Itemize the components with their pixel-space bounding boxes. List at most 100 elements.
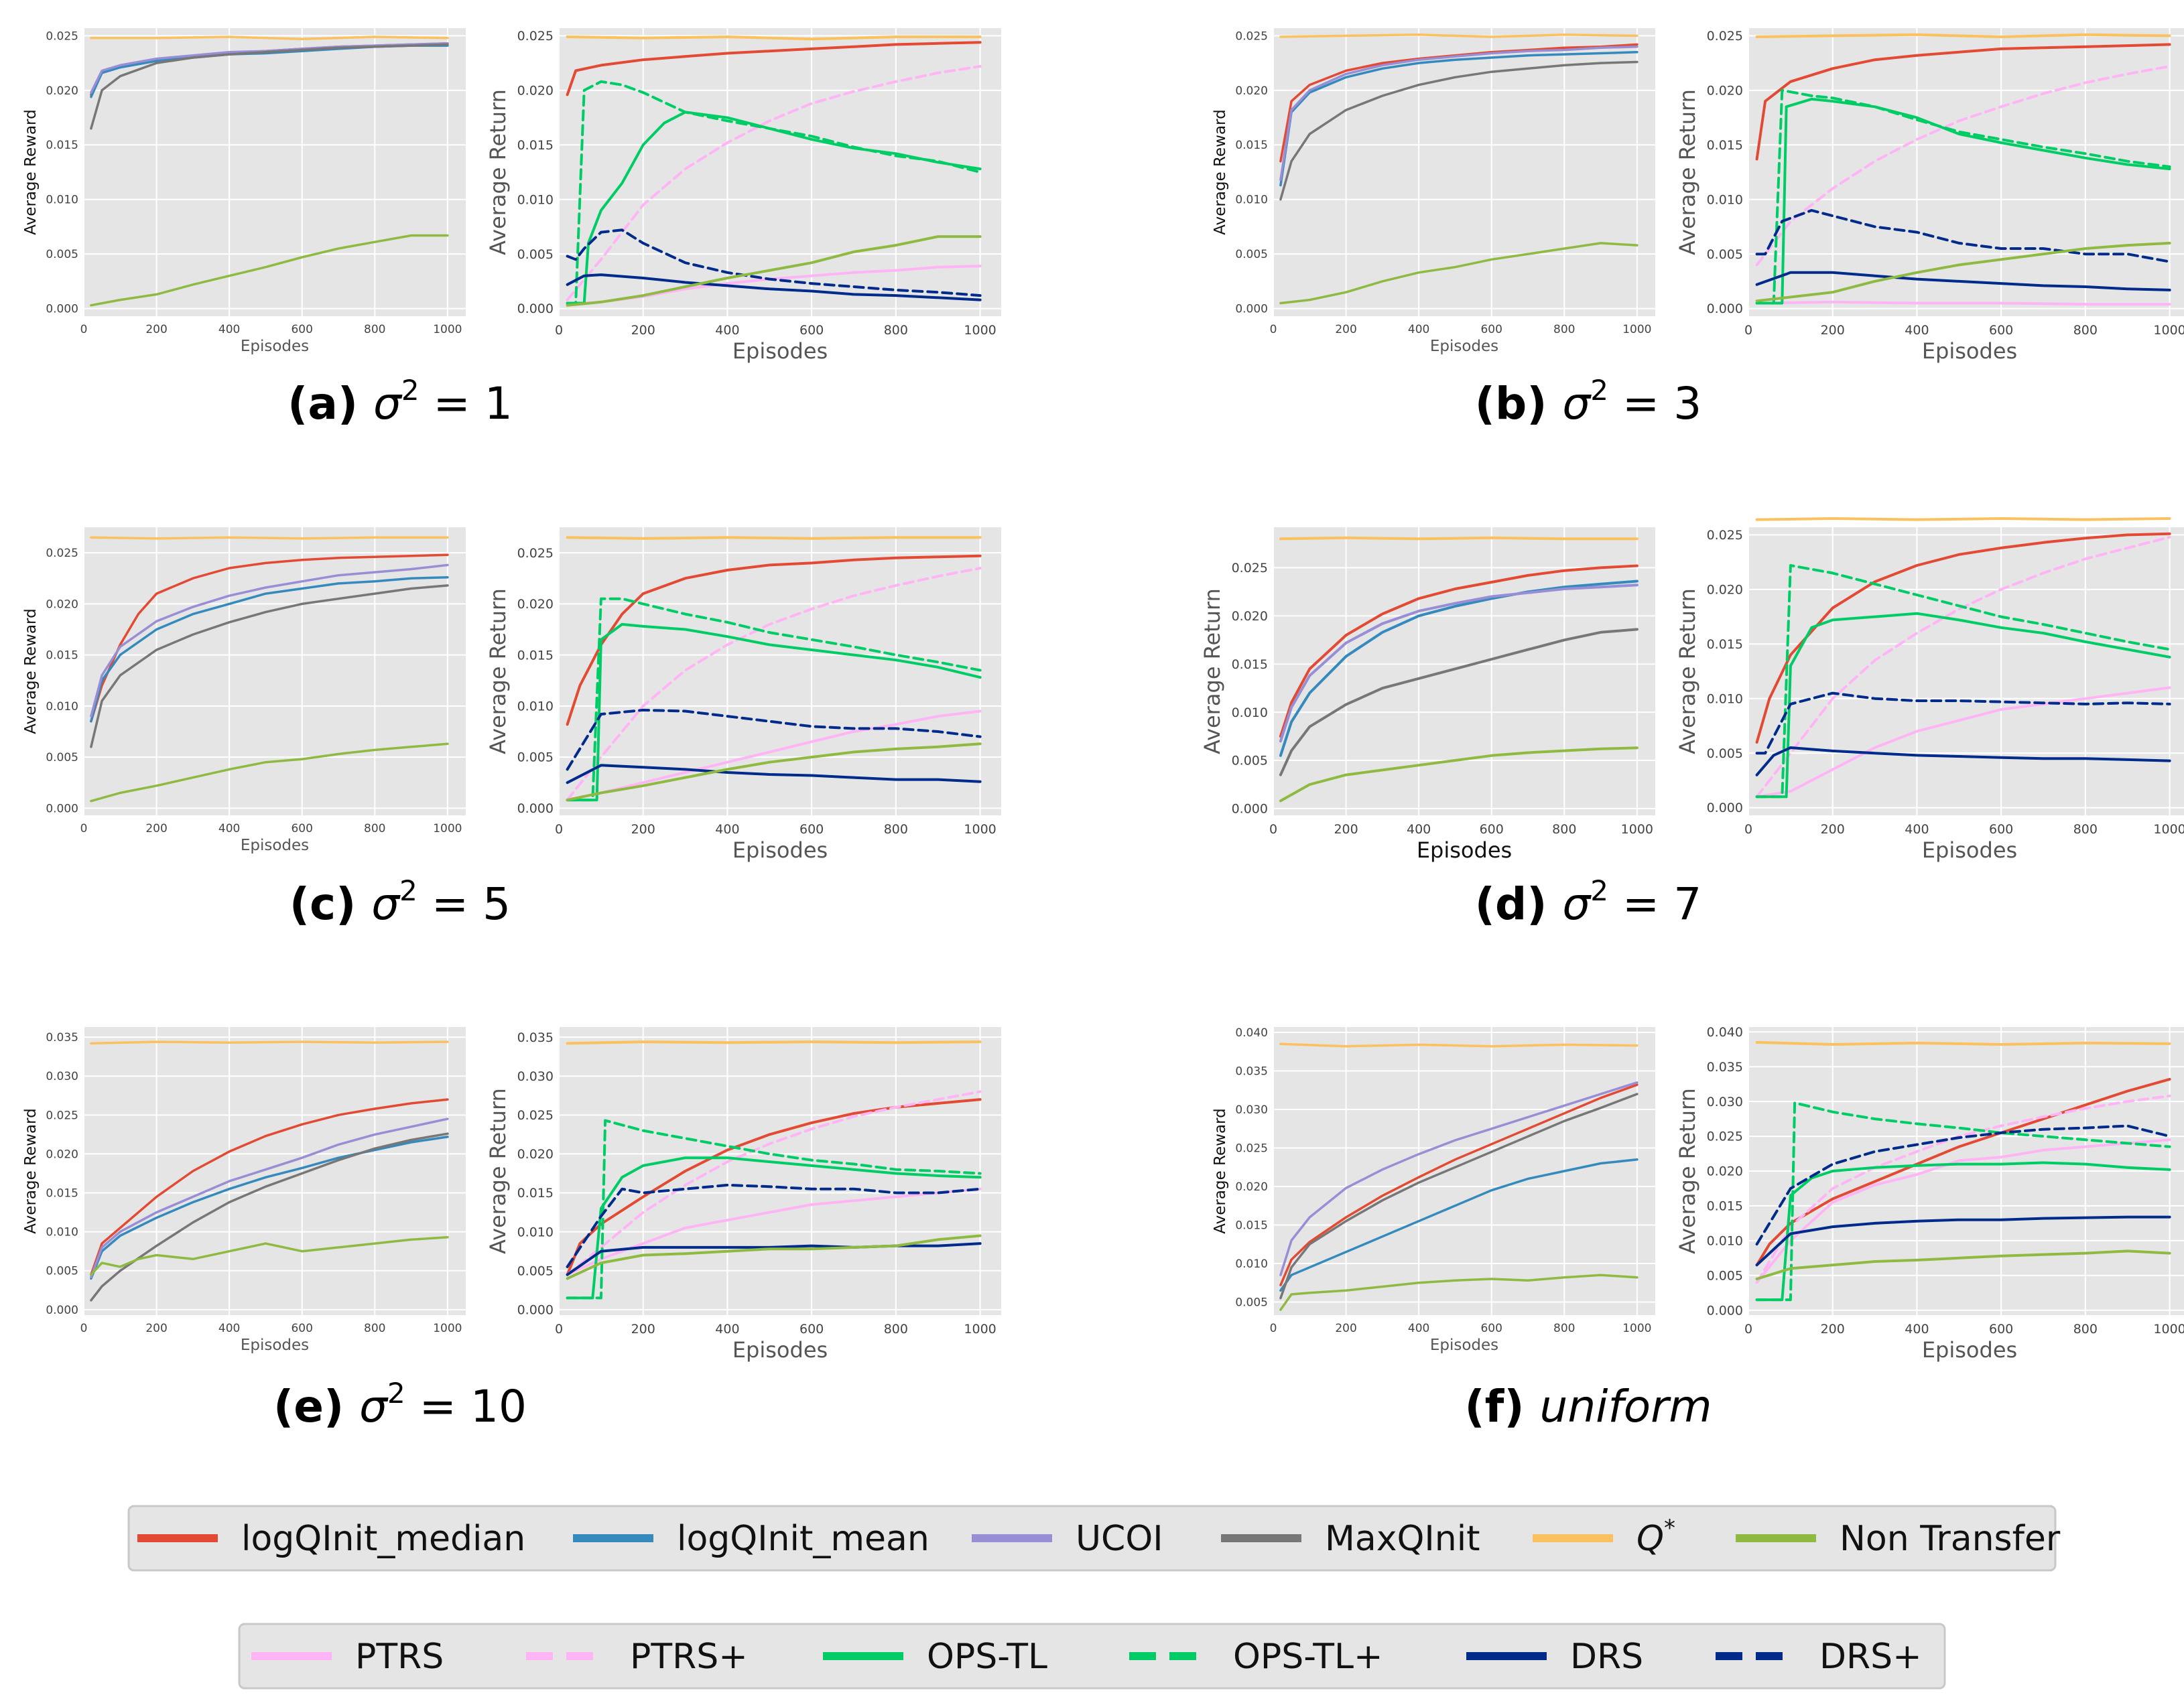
- series-line-ops-tl: [1755, 1161, 2171, 1302]
- chart-panel-b-right: 0 200 400 600 800 1000 0.000 0.005 0.010 0.015 0.0…: [1675, 28, 2184, 364]
- caption-e: (e) σ2 = 10: [273, 1377, 527, 1432]
- series-line-non-transfer: [1755, 241, 2171, 303]
- x-tick-label: 0: [80, 323, 88, 336]
- y-tick-label: 0.015: [1707, 637, 1743, 652]
- y-tick-label: 0.010: [1235, 194, 1268, 207]
- series-line-qstar: [90, 36, 449, 41]
- y-tick-label: 0.010: [517, 1225, 554, 1239]
- plot-area: [1273, 28, 1655, 316]
- series-line-drs: [1755, 209, 2171, 263]
- y-tick-label: 0.025: [46, 547, 78, 560]
- x-tick-label: 1000: [964, 822, 996, 837]
- plot-area: [1748, 527, 2184, 815]
- x-tick-label: 1000: [2153, 822, 2184, 837]
- x-tick-label: 800: [1552, 822, 1576, 837]
- y-tick-label: 0.020: [46, 598, 78, 611]
- x-tick-label: 1000: [433, 822, 462, 835]
- series-line-logqinit-mean: [1279, 580, 1639, 757]
- x-axis-label: Episodes: [1417, 837, 1512, 863]
- x-tick-label: 0: [1744, 323, 1752, 338]
- y-tick-label: 0.000: [46, 802, 78, 815]
- x-tick-label: 400: [715, 822, 739, 837]
- legend-box: [127, 1505, 2057, 1572]
- chart-panel-f-left: 0 200 400 600 800 1000 0.005 0.010 0.015 0.020 0.0…: [1212, 1026, 1655, 1354]
- x-tick-label: 200: [631, 1322, 655, 1337]
- series-line-qstar: [90, 536, 449, 540]
- y-tick-label: 0.025: [1707, 29, 1743, 44]
- series-line-qstar: [566, 36, 982, 41]
- series-line-logqinit-median: [1755, 43, 2171, 161]
- caption-letter: (e): [273, 1381, 359, 1432]
- chart-panel-a-right: 0 200 400 600 800 1000 0.000 0.005 0.010 0.015 0.0…: [485, 28, 1001, 364]
- series-line-ptrs: [566, 567, 982, 802]
- x-axis-label: Episodes: [1922, 1337, 2017, 1363]
- legend-row-2: PTRS PTRS+ OPS-TL OPS-TL+ DRS DRS+: [238, 1623, 1946, 1690]
- series-line-ops-tl: [566, 80, 982, 305]
- y-axis-label: Average Return: [1675, 89, 1700, 255]
- y-tick-label: 0.010: [1707, 691, 1743, 706]
- y-axis-label: Average Return: [485, 1088, 511, 1254]
- x-tick-label: 800: [364, 1322, 385, 1335]
- y-axis-label: Average Reward: [22, 1108, 40, 1233]
- y-tick-label: 0.025: [1707, 528, 1743, 543]
- x-tick-label: 200: [1334, 822, 1358, 837]
- x-tick-label: 200: [1335, 323, 1356, 336]
- chart-panel-a-left: 0 200 400 600 800 1000 0.000 0.005 0.010 0.015 0.0…: [22, 28, 466, 355]
- series-line-logqinit-median: [1279, 1083, 1639, 1286]
- y-tick-label: 0.020: [1707, 582, 1743, 597]
- x-tick-label: 0: [80, 1322, 88, 1335]
- x-tick-label: 1000: [1622, 1322, 1651, 1335]
- x-tick-label: 200: [631, 822, 655, 837]
- y-tick-label: 0.020: [1235, 84, 1268, 98]
- y-tick-label: 0.025: [1235, 1142, 1268, 1155]
- caption-value: = 3: [1608, 378, 1701, 429]
- x-tick-label: 600: [1480, 822, 1504, 837]
- series-line-logqinit-mean: [90, 1136, 449, 1280]
- series-line-drs: [1755, 1124, 2171, 1246]
- caption-value: = 10: [405, 1381, 527, 1432]
- y-tick-label: 0.015: [1707, 1199, 1743, 1214]
- x-tick-label: 800: [2073, 822, 2098, 837]
- series-line-ops-tl: [566, 622, 982, 802]
- y-axis-label: Average Return: [1675, 588, 1700, 754]
- y-tick-label: 0.020: [1707, 83, 1743, 98]
- y-axis-label: Average Return: [485, 588, 511, 754]
- x-tick-label: 200: [1821, 323, 1845, 338]
- caption-value: = 5: [417, 878, 511, 930]
- y-tick-label: 0.005: [46, 751, 78, 764]
- plot-area: [84, 28, 466, 316]
- legend-label-ucoi: UCOI: [1076, 1519, 1163, 1559]
- x-tick-label: 0: [555, 323, 563, 338]
- series-line-qstar: [90, 1040, 449, 1045]
- series-line-non-transfer: [90, 234, 449, 307]
- y-axis-label: Average Reward: [22, 109, 40, 234]
- y-tick-label: 0.030: [1235, 1103, 1268, 1117]
- panels: 0 200 400 600 800 10000.0000.0050.0100.0150.0…: [22, 28, 2184, 1363]
- y-tick-label: 0.005: [1707, 746, 1743, 761]
- x-tick-label: 200: [145, 323, 167, 336]
- caption-symbol: σ: [359, 1381, 389, 1432]
- y-tick-label: 0.005: [1232, 754, 1268, 768]
- x-tick-label: 800: [364, 822, 385, 835]
- y-tick-label: 0.000: [517, 301, 554, 316]
- x-tick-label: 200: [145, 1322, 167, 1335]
- series-line-qstar: [1279, 536, 1639, 541]
- legend-label-logqinit-mean: logQInit_mean: [677, 1519, 929, 1559]
- y-tick-label: 0.015: [46, 1186, 78, 1200]
- caption-symbol: σ: [373, 378, 403, 429]
- y-tick-label: 0.030: [1707, 1095, 1743, 1109]
- x-tick-label: 0: [555, 1322, 563, 1337]
- plot-area: [559, 527, 1001, 815]
- series-line-ucoi: [1279, 45, 1639, 182]
- caption-superscript: 2: [401, 374, 420, 407]
- legend-label-superscript: *: [1664, 1515, 1675, 1542]
- caption-letter: (a): [287, 378, 373, 429]
- legend-label-ptrs: PTRS: [355, 1637, 444, 1677]
- series-line-maxqinit: [1279, 628, 1639, 776]
- series-line-drs: [566, 1183, 982, 1268]
- series-line-qstar: [1279, 33, 1639, 38]
- series-line-non-transfer: [1755, 1249, 2171, 1280]
- series-line-non-transfer: [566, 1234, 982, 1280]
- chart-panel-d-left: 0 200 400 600 800 1000 0.000 0.005 0.010 0.015 0.0…: [1200, 527, 1655, 863]
